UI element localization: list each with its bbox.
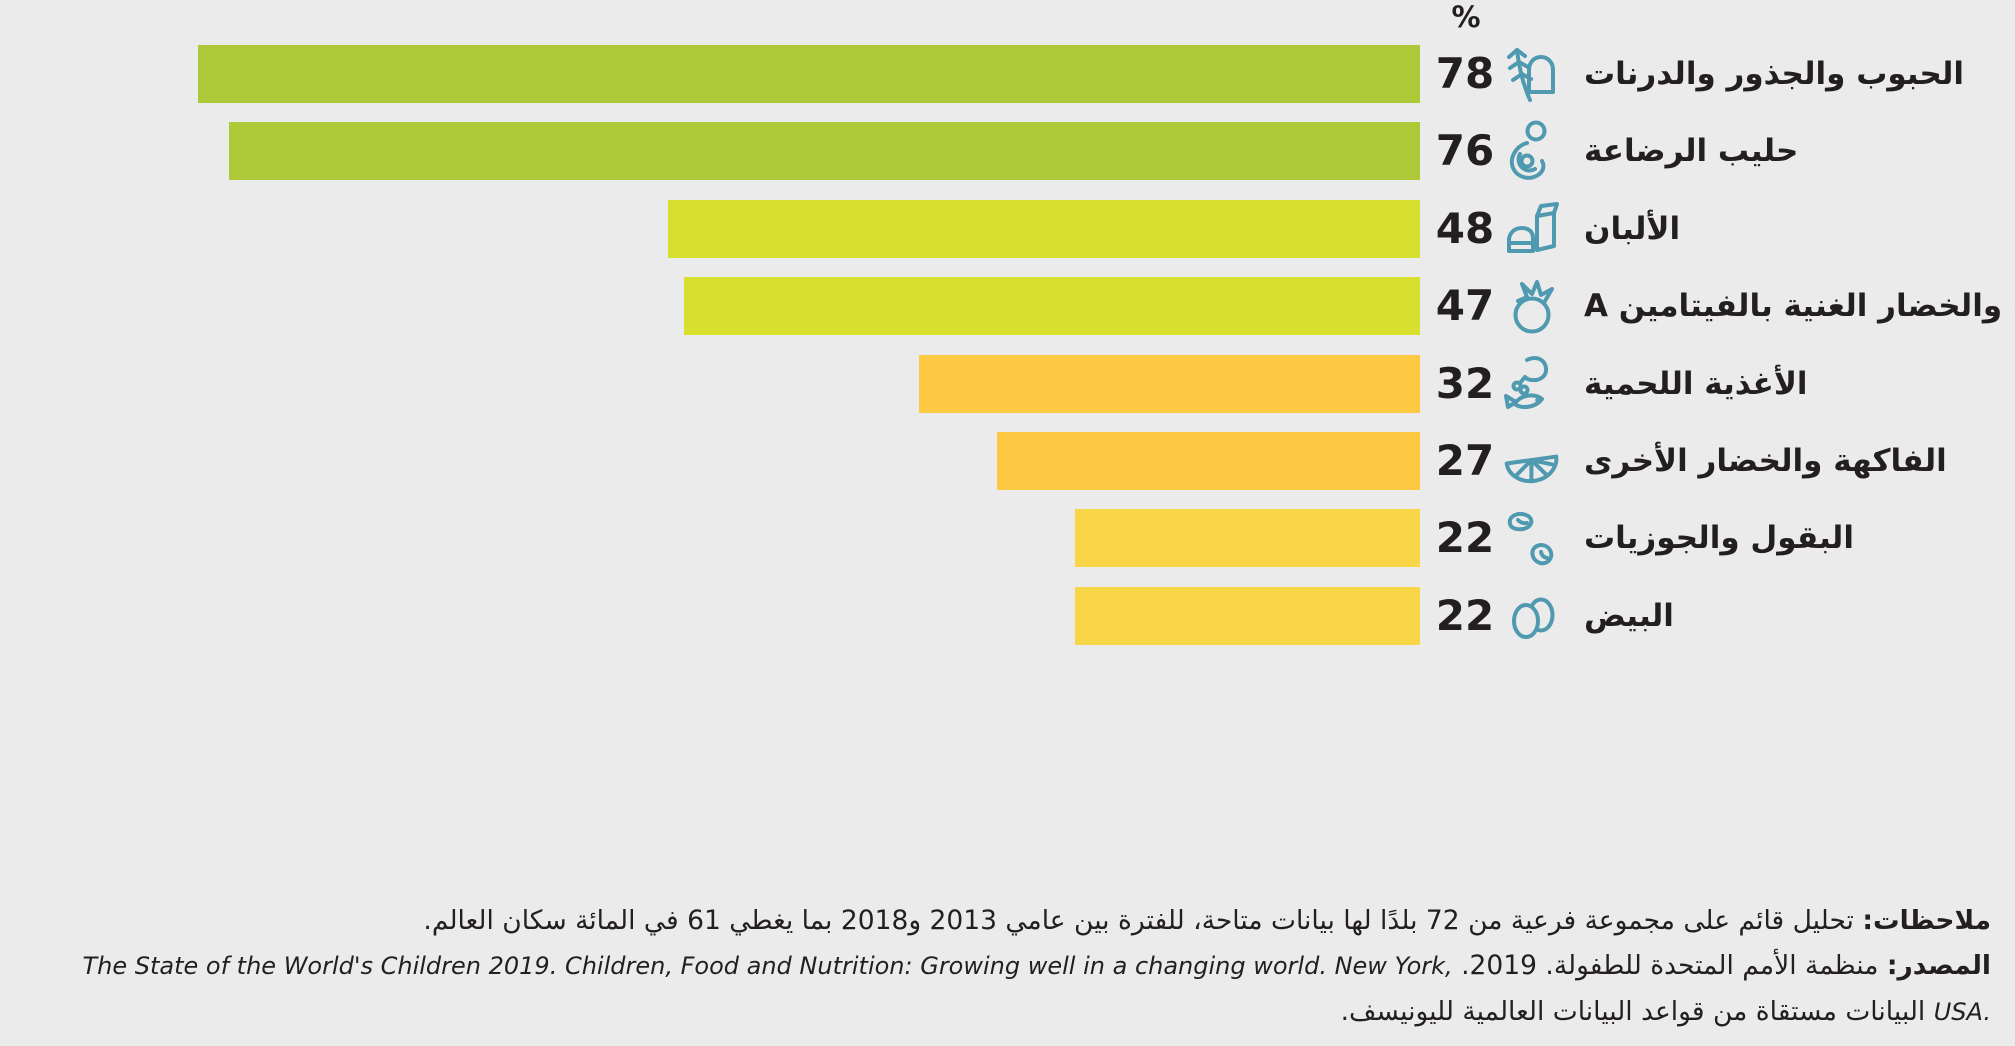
bread-wheat-icon xyxy=(1493,37,1571,113)
bar-value-label: 27 xyxy=(1435,435,1495,485)
category-label: البيض xyxy=(1584,597,1674,634)
source-label: المصدر: xyxy=(1886,950,1991,981)
eggs-icon xyxy=(1493,579,1571,655)
category-label: الأغذية اللحمية xyxy=(1584,365,1808,402)
chart-row: 47 الفاكهة والخضار الغنية بالفيتامين A xyxy=(0,277,2015,354)
source-line: المصدر: منظمة الأمم المتحدة للطفولة. 201… xyxy=(22,943,1992,1035)
bar-value-label: 48 xyxy=(1435,203,1495,253)
chart-row: 27 الفاكهة والخضار الأخرى xyxy=(0,431,2015,509)
chart-row: 76 حليب الرضاعة xyxy=(0,120,2015,199)
bar xyxy=(668,199,1420,258)
chart-row: 22 البيض xyxy=(0,586,2015,664)
bar xyxy=(1075,509,1420,568)
bar xyxy=(229,122,1420,181)
bar xyxy=(198,45,1420,103)
chart-row: 48 الألبان xyxy=(0,199,2015,277)
category-label: الفاكهة والخضار الغنية بالفيتامين A xyxy=(1584,288,2015,325)
bar-value-label: 47 xyxy=(1435,281,1495,331)
chart-row: 32 الأغذية اللحمية xyxy=(0,354,2015,432)
category-label: الفاكهة والخضار الأخرى xyxy=(1584,442,1947,479)
meat-fish-icon xyxy=(1493,347,1571,423)
bar-value-label: 76 xyxy=(1435,126,1495,176)
legumes-icon xyxy=(1493,501,1571,577)
bar xyxy=(684,277,1420,336)
bar-value-label: 32 xyxy=(1435,358,1495,408)
note-line: ملاحظات: تحليل قائم على مجموعة فرعية من … xyxy=(22,898,1991,943)
note-label: ملاحظات: xyxy=(1862,905,1991,936)
bar-value-label: 22 xyxy=(1435,590,1495,640)
bar xyxy=(997,431,1420,490)
citrus-slice-icon xyxy=(1493,424,1571,500)
note-text: تحليل قائم على مجموعة فرعية من 72 بلدًا … xyxy=(423,905,1854,936)
chart-rows: 78 الحبوب والجذور والدرنات 76 حليب الرضا… xyxy=(0,45,2015,664)
breastfeeding-icon xyxy=(1493,114,1571,190)
category-label: الحبوب والجذور والدرنات xyxy=(1584,56,1965,92)
footnotes: ملاحظات: تحليل قائم على مجموعة فرعية من … xyxy=(22,898,1992,1035)
bar xyxy=(919,354,1420,413)
bar-value-label: 78 xyxy=(1435,49,1495,98)
source-text-after: البيانات مستقاة من قواعد البيانات العالم… xyxy=(1340,996,1926,1027)
category-label: حليب الرضاعة xyxy=(1584,133,1799,170)
chart-row: 78 الحبوب والجذور والدرنات xyxy=(0,45,2015,122)
bar-value-label: 22 xyxy=(1435,513,1495,563)
source-citation-en: The State of the World's Children 2019. … xyxy=(82,952,1992,1026)
chart-row: 22 البقول والجوزيات xyxy=(0,509,2015,586)
category-label: الألبان xyxy=(1584,210,1681,247)
dairy-icon xyxy=(1493,192,1571,268)
category-label: البقول والجوزيات xyxy=(1584,520,1854,557)
tomato-icon xyxy=(1493,269,1571,345)
bar xyxy=(1075,586,1420,645)
percent-axis-label: % xyxy=(1451,0,1481,34)
source-text-before: منظمة الأمم المتحدة للطفولة. 2019. xyxy=(1461,950,1879,981)
